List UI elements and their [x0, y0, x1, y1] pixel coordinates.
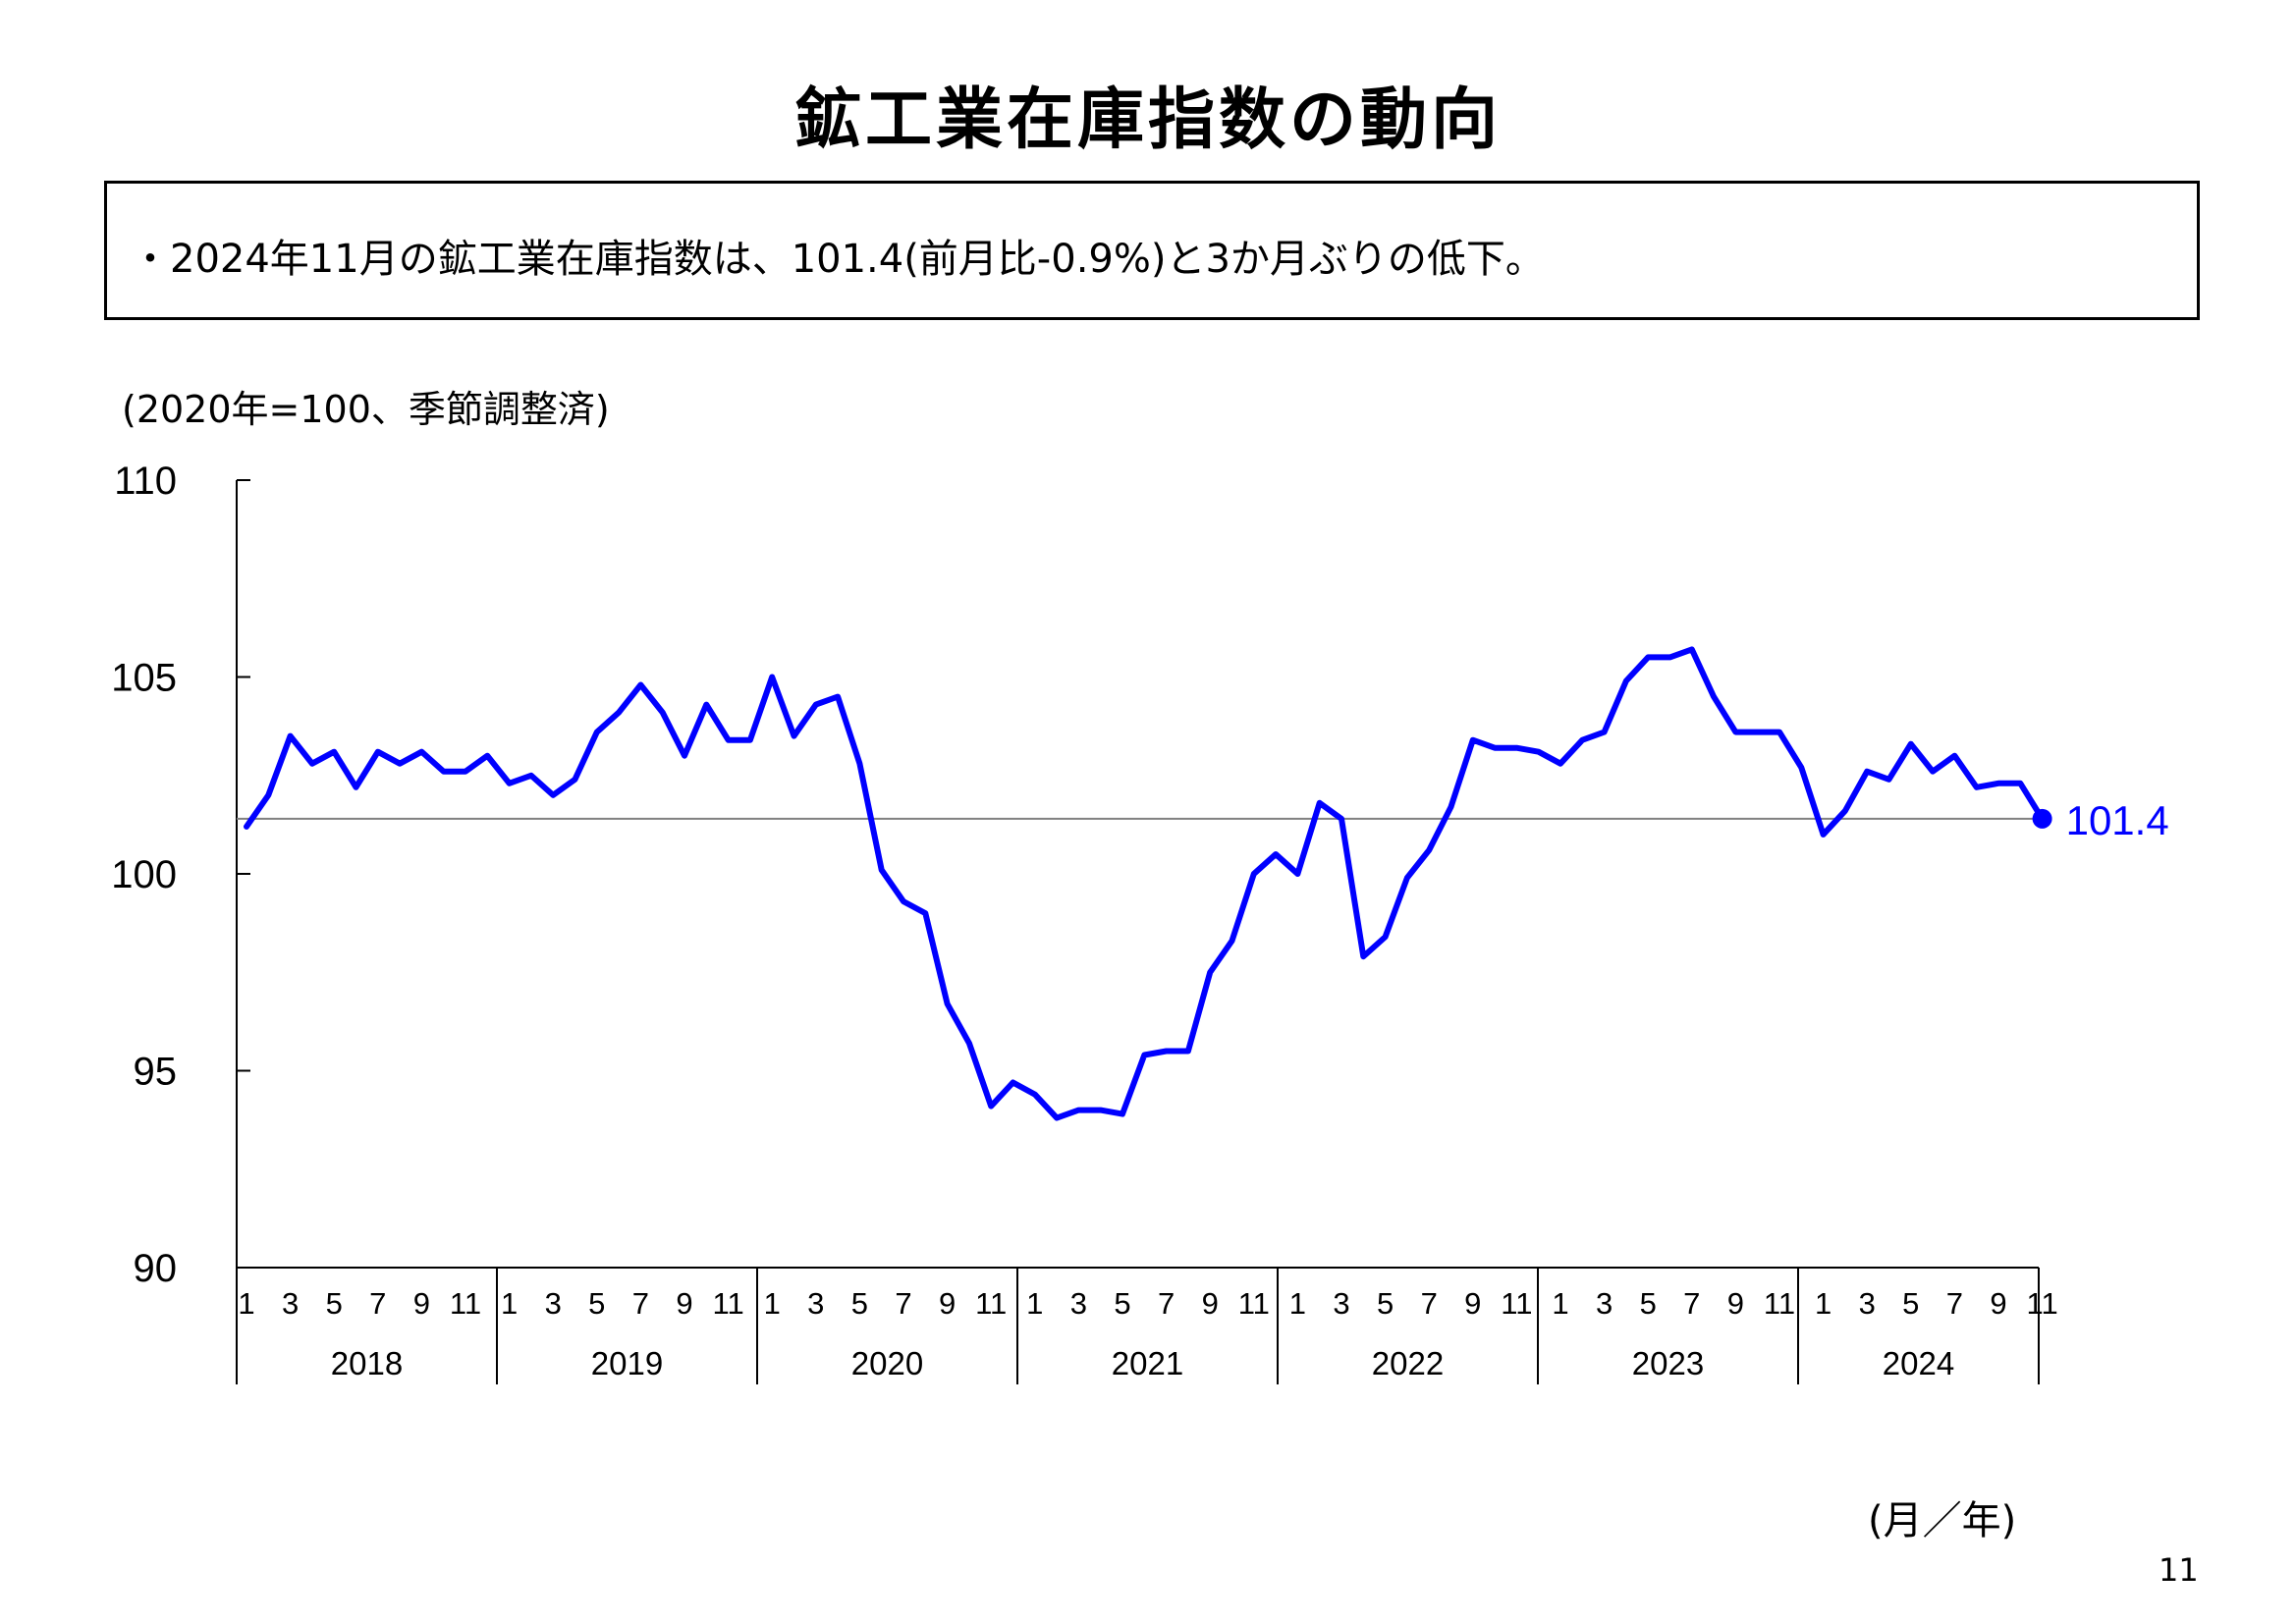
month-tick-label: 7 [1421, 1286, 1438, 1321]
month-tick-label: 3 [282, 1286, 299, 1321]
month-tick-label: 5 [588, 1286, 605, 1321]
summary-box: ・2024年11月の鉱工業在庫指数は、101.4(前月比-0.9%)と3か月ぶり… [104, 181, 2200, 320]
month-tick-label: 5 [851, 1286, 868, 1321]
latest-value-marker [2032, 808, 2052, 829]
month-tick-label: 11 [1238, 1286, 1270, 1321]
month-tick-label: 5 [1377, 1286, 1394, 1321]
month-tick-label: 1 [501, 1286, 518, 1321]
y-tick-label: 100 [111, 853, 177, 896]
month-tick-label: 5 [1902, 1286, 1919, 1321]
year-label: 2021 [1112, 1345, 1183, 1381]
month-tick-label: 7 [632, 1286, 649, 1321]
series-line-inventory-index [244, 646, 2046, 1121]
month-tick-label: 11 [1764, 1286, 1795, 1321]
month-tick-label: 7 [1683, 1286, 1700, 1321]
month-tick-label: 5 [1640, 1286, 1657, 1321]
y-tick-label: 105 [111, 657, 177, 700]
month-tick-label: 3 [1070, 1286, 1087, 1321]
month-tick-label: 1 [1815, 1286, 1831, 1321]
month-tick-label: 1 [1289, 1286, 1306, 1321]
series-layer: 101.4 [244, 646, 2169, 1121]
year-label: 2020 [851, 1345, 923, 1381]
month-tick-label: 1 [1026, 1286, 1043, 1321]
month-tick-label: 1 [1552, 1286, 1568, 1321]
month-tick-label: 9 [1202, 1286, 1219, 1321]
y-tick-label: 90 [134, 1247, 178, 1290]
month-tick-label: 7 [895, 1286, 911, 1321]
month-tick-label: 3 [807, 1286, 824, 1321]
month-tick-label: 5 [326, 1286, 343, 1321]
year-label: 2023 [1632, 1345, 1704, 1381]
month-tick-label: 9 [939, 1286, 956, 1321]
month-tick-label: 9 [1727, 1286, 1744, 1321]
year-label: 2019 [591, 1345, 663, 1381]
month-tick-label: 7 [369, 1286, 386, 1321]
summary-text: ・2024年11月の鉱工業在庫指数は、101.4(前月比-0.9%)と3か月ぶり… [131, 237, 1545, 282]
page-number: 11 [2159, 1551, 2199, 1589]
month-tick-label: 1 [238, 1286, 254, 1321]
month-tick-label: 3 [1333, 1286, 1349, 1321]
month-tick-label: 11 [713, 1286, 744, 1321]
month-tick-label: 1 [764, 1286, 781, 1321]
y-axis-ticks: 90 95 100 105 110 [111, 460, 250, 1290]
month-tick-label: 3 [1859, 1286, 1876, 1321]
month-tick-label: 9 [1464, 1286, 1481, 1321]
month-tick-label: 11 [975, 1286, 1007, 1321]
month-tick-label: 7 [1946, 1286, 1963, 1321]
year-label: 2022 [1372, 1345, 1444, 1381]
month-tick-label: 11 [2027, 1286, 2058, 1321]
latest-value-label: 101.4 [2066, 797, 2169, 843]
axes [236, 480, 2039, 1269]
month-tick-label: 9 [1990, 1286, 2006, 1321]
month-tick-label: 7 [1158, 1286, 1175, 1321]
y-tick-label: 110 [114, 460, 177, 503]
y-axis-unit-note: (2020年=100、季節調整済) [122, 388, 610, 431]
y-tick-label: 95 [134, 1051, 178, 1094]
x-axis-unit-label: (月／年) [1868, 1498, 2017, 1543]
month-tick-label: 9 [676, 1286, 692, 1321]
year-label: 2024 [1883, 1345, 1954, 1381]
year-label: 2018 [331, 1345, 403, 1381]
month-tick-label: 3 [1596, 1286, 1613, 1321]
month-tick-label: 5 [1114, 1286, 1130, 1321]
month-tick-label: 9 [413, 1286, 430, 1321]
month-tick-label: 11 [1501, 1286, 1532, 1321]
month-tick-label: 11 [450, 1286, 481, 1321]
page-title: 鉱工業在庫指数の動向 [793, 81, 1502, 159]
month-tick-label: 3 [545, 1286, 562, 1321]
